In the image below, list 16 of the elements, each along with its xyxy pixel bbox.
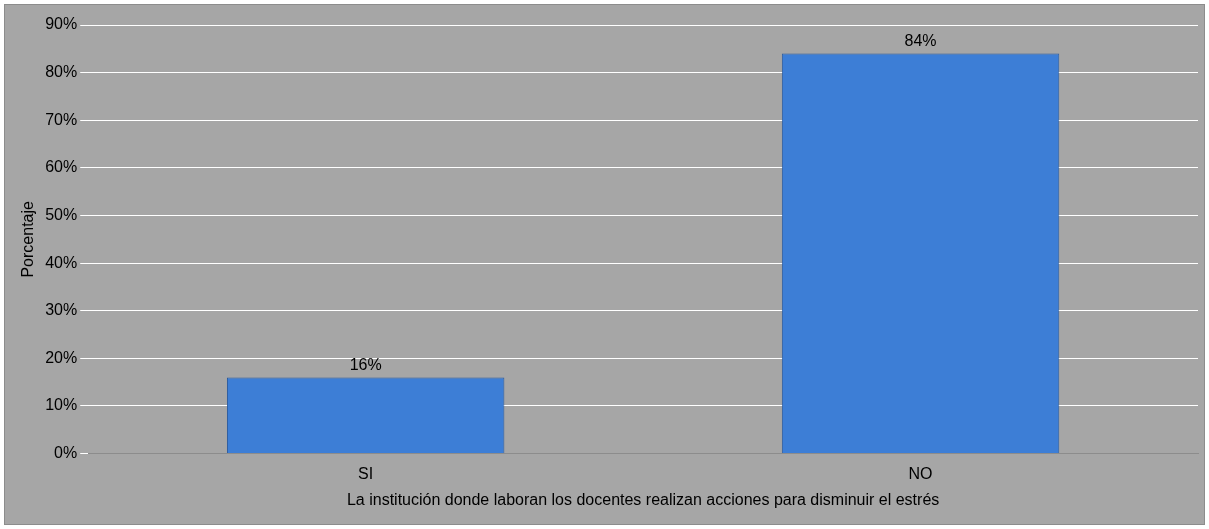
y-tick-label: 90% — [45, 15, 78, 33]
y-tick-label: 30% — [45, 301, 78, 319]
y-tick-label: 80% — [45, 63, 78, 81]
y-tick-label: 40% — [45, 253, 78, 271]
data-label: 84% — [904, 31, 937, 49]
y-tick-label: 60% — [45, 158, 78, 176]
y-tick-label: 50% — [45, 205, 78, 223]
y-tick-label: 0% — [54, 444, 78, 462]
y-axis-title: Porcentaje — [19, 200, 37, 278]
x-tick-label: NO — [908, 464, 933, 482]
y-tick-label: 10% — [45, 396, 78, 414]
data-label: 16% — [349, 355, 382, 373]
y-tick-label: 70% — [45, 110, 78, 128]
x-axis-title: La institución donde laboran los docentes realizan acciones para disminuir el estrés — [346, 490, 940, 508]
x-tick-label: SI — [358, 464, 374, 482]
y-tick-label: 20% — [45, 348, 78, 366]
